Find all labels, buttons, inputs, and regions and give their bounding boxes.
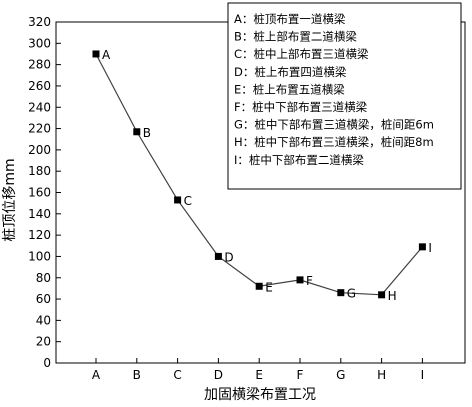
legend-item: G：桩中下部布置三道横梁，桩间距6m xyxy=(234,118,434,132)
data-point-label: D xyxy=(224,250,233,264)
legend-item: I：桩中下部布置二道横梁 xyxy=(234,153,364,167)
x-tick-label: F xyxy=(297,368,304,382)
data-point-marker xyxy=(214,252,222,260)
y-tick-label: 100 xyxy=(28,249,51,263)
y-tick-label: 240 xyxy=(28,100,51,114)
data-point-label: F xyxy=(306,274,313,288)
y-tick-label: 280 xyxy=(28,58,51,72)
legend: A：桩顶布置一道横梁 B：桩上部布置二道横梁 C：桩中上部布置三道横梁 D：桩上布置四… xyxy=(227,2,462,190)
legend-item: C：桩中上部布置三道横梁 xyxy=(234,47,369,61)
data-point-label: E xyxy=(265,280,273,294)
data-point-marker xyxy=(418,243,426,251)
y-tick-label: 60 xyxy=(36,292,51,306)
data-point-label: B xyxy=(143,126,151,140)
data-point-marker xyxy=(378,291,386,299)
x-tick-label: H xyxy=(377,368,386,382)
data-point-marker xyxy=(255,282,263,290)
x-axis-title: 加固横梁布置工况 xyxy=(204,387,316,403)
y-tick-label: 0 xyxy=(43,356,51,370)
data-point-marker xyxy=(133,128,141,136)
x-tick-label: I xyxy=(421,368,425,382)
legend-box xyxy=(227,2,462,190)
data-point-label: G xyxy=(347,287,356,301)
y-tick-label: 140 xyxy=(28,207,51,221)
legend-item: B：桩上部布置二道横梁 xyxy=(234,30,357,44)
y-tick-label: 260 xyxy=(28,79,51,93)
data-point-marker xyxy=(296,276,304,284)
x-tick-label: D xyxy=(214,368,223,382)
data-point-marker xyxy=(337,289,345,297)
data-point-marker xyxy=(92,50,100,58)
legend-item: F：桩中下部布置三道横梁 xyxy=(234,100,368,114)
y-tick-label: 220 xyxy=(28,122,51,136)
data-point-label: C xyxy=(184,194,192,208)
y-tick-label: 20 xyxy=(36,335,51,349)
y-axis-title: 桩顶位移mm xyxy=(1,158,18,241)
data-point-label: I xyxy=(428,241,432,255)
y-tick-label: 160 xyxy=(28,186,51,200)
x-tick-label: B xyxy=(133,368,141,382)
y-tick-label: 40 xyxy=(36,313,51,327)
y-tick-label: 180 xyxy=(28,164,51,178)
legend-item: H：桩中下部布置三道横梁，桩间距8m xyxy=(234,135,434,149)
legend-item: E：桩上布置五道横梁 xyxy=(234,82,345,96)
x-tick-label: A xyxy=(92,368,101,382)
x-tick-label: E xyxy=(255,368,263,382)
y-tick-label: 200 xyxy=(28,143,51,157)
y-tick-label: 300 xyxy=(28,36,51,50)
data-point-label: H xyxy=(388,289,397,303)
data-point-marker xyxy=(174,196,182,204)
legend-item: A：桩顶布置一道横梁 xyxy=(234,12,346,26)
y-tick-label: 120 xyxy=(28,228,51,242)
y-tick-label: 320 xyxy=(28,15,51,29)
x-tick-label: C xyxy=(173,368,181,382)
x-tick-label: G xyxy=(336,368,345,382)
y-tick-label: 80 xyxy=(36,271,51,285)
legend-item: D：桩上布置四道横梁 xyxy=(234,65,347,79)
data-point-label: A xyxy=(102,48,111,62)
